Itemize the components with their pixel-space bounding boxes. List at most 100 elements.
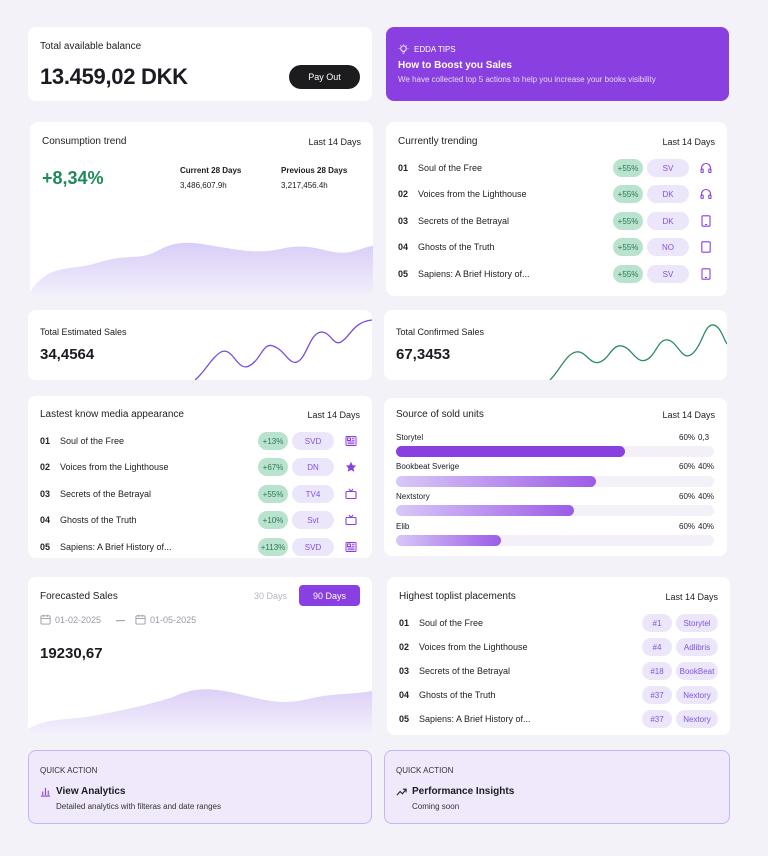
list-item[interactable]: 02 Voices from the Lighthouse #4 Adlibri… (399, 636, 718, 658)
star-icon (342, 458, 360, 476)
newspaper-icon (342, 432, 360, 450)
growth-badge: +55% (613, 238, 643, 256)
quick-action-tag: QUICK ACTION (40, 766, 98, 775)
source-pct: 60% (679, 433, 696, 442)
pay-out-button[interactable]: Pay Out (289, 65, 360, 89)
growth-badge: +55% (613, 212, 643, 230)
source-pct: 60% (679, 522, 696, 531)
source-name: Elib (396, 522, 410, 531)
item-number: 04 (40, 515, 51, 525)
media-badge: DN (292, 458, 334, 476)
list-item[interactable]: 01 Soul of the Free #1 Storytel (399, 612, 718, 634)
language-badge: DK (647, 185, 689, 203)
item-title: Ghosts of the Truth (419, 690, 496, 700)
confirmed-sales-value: 67,3453 (396, 346, 451, 363)
rank-badge: #4 (642, 638, 672, 656)
tab-30-days[interactable]: 30 Days (254, 591, 288, 601)
list-item[interactable]: 02 Voices from the Lighthouse +55% DK (398, 183, 715, 205)
store-badge: Nextory (676, 686, 718, 704)
rank-badge: #1 (642, 614, 672, 632)
balance-card: Total available balance 13.459,02 DKK Pa… (28, 27, 372, 101)
source-value: 40% (698, 462, 715, 471)
quick-action-title: Performance Insights (412, 786, 515, 797)
item-number: 01 (399, 618, 410, 628)
tab-90-days[interactable]: 90 Days (299, 585, 360, 606)
list-item[interactable]: 03 Secrets of the Betrayal +55% DK (398, 210, 715, 232)
forecast-value: 19230,67 (40, 645, 103, 662)
sources-period[interactable]: Last 14 Days (662, 410, 715, 420)
forecast-card: Forecasted Sales 30 Days 90 Days 01-02-2… (28, 577, 372, 735)
previous-value: 3,217,456.4h (281, 181, 328, 190)
item-number: 02 (40, 462, 51, 472)
source-name: Nextstory (396, 492, 430, 501)
growth-badge: +55% (613, 159, 643, 177)
source-bar-fill (396, 446, 625, 457)
item-number: 03 (398, 216, 409, 226)
item-number: 05 (398, 269, 409, 279)
item-number: 05 (399, 714, 410, 724)
store-badge: Adlibris (676, 638, 718, 656)
media-badge: Svt (292, 511, 334, 529)
list-item[interactable]: 01 Soul of the Free +13% SVD (40, 430, 360, 452)
tips-card[interactable]: EDDA TIPS How to Boost you Sales We have… (386, 27, 729, 101)
tablet-icon (697, 265, 715, 283)
confirmed-sales-card: Total Confirmed Sales 67,3453 (384, 310, 727, 380)
store-badge: Nextory (676, 710, 718, 728)
quick-action-text: Coming soon (412, 802, 460, 811)
list-item[interactable]: 04 Ghosts of the Truth +10% Svt (40, 509, 360, 531)
date-from[interactable]: 01-02-2025 (55, 614, 102, 625)
trending-up-icon (396, 786, 407, 797)
sources-title: Source of sold units (396, 409, 484, 420)
book-icon (697, 238, 715, 256)
source-bar (396, 476, 714, 487)
media-period[interactable]: Last 14 Days (307, 410, 360, 420)
source-name: Bookbeat Sverige (396, 462, 460, 471)
growth-badge: +67% (258, 458, 288, 476)
growth-badge: +55% (613, 265, 643, 283)
list-item[interactable]: 05 Sapiens: A Brief History of... +55% S… (398, 263, 715, 285)
consumption-period[interactable]: Last 14 Days (308, 137, 361, 147)
estimated-sales-value: 34,4564 (40, 346, 95, 363)
estimated-sales-sparkline (194, 319, 372, 380)
source-bar-fill (396, 476, 597, 487)
date-range[interactable]: 01-02-2025 — 01-05-2025 (40, 614, 196, 625)
item-number: 02 (398, 189, 409, 199)
list-item[interactable]: 05 Sapiens: A Brief History of... #37 Ne… (399, 708, 718, 730)
list-item[interactable]: 04 Ghosts of the Truth #37 Nextory (399, 684, 718, 706)
item-title: Sapiens: A Brief History of... (418, 269, 530, 279)
list-item[interactable]: 01 Soul of the Free +55% SV (398, 157, 715, 179)
item-title: Soul of the Free (418, 163, 483, 173)
date-to[interactable]: 01-05-2025 (150, 614, 197, 625)
source-bar-fill (396, 535, 501, 546)
source-bar (396, 505, 714, 516)
item-title: Ghosts of the Truth (418, 242, 495, 252)
forecast-area-chart (28, 689, 372, 735)
item-number: 03 (399, 666, 410, 676)
item-number: 01 (40, 436, 51, 446)
item-title: Secrets of the Betrayal (418, 216, 510, 226)
lightbulb-icon (398, 44, 409, 55)
source-pct: 60% (679, 462, 696, 471)
growth-badge: +10% (258, 511, 288, 529)
item-number: 04 (398, 242, 409, 252)
item-title: Sapiens: A Brief History of... (60, 542, 172, 552)
list-item[interactable]: 05 Sapiens: A Brief History of... +113% … (40, 536, 360, 558)
item-title: Secrets of the Betrayal (419, 666, 511, 676)
source-pct: 60% (679, 492, 696, 501)
item-number: 05 (40, 542, 51, 552)
list-item[interactable]: 03 Secrets of the Betrayal #18 BookBeat (399, 660, 718, 682)
list-item[interactable]: 04 Ghosts of the Truth +55% NO (398, 236, 715, 258)
toplist-period[interactable]: Last 14 Days (665, 592, 718, 602)
toplist-title: Highest toplist placements (399, 591, 516, 602)
tips-title: How to Boost you Sales (398, 60, 512, 71)
quick-action-view-analytics[interactable]: QUICK ACTION View Analytics Detailed ana… (28, 750, 372, 824)
growth-badge: +55% (613, 185, 643, 203)
consumption-change: +8,34% (42, 168, 104, 188)
estimated-sales-label: Total Estimated Sales (40, 327, 127, 337)
list-item[interactable]: 02 Voices from the Lighthouse +67% DN (40, 456, 360, 478)
quick-action-performance-insights[interactable]: QUICK ACTION Performance Insights Coming… (384, 750, 730, 824)
trending-period[interactable]: Last 14 Days (662, 137, 715, 147)
toplist-card: Highest toplist placements Last 14 Days … (387, 577, 730, 735)
list-item[interactable]: 03 Secrets of the Betrayal +55% TV4 (40, 483, 360, 505)
consumption-area-chart (30, 242, 373, 296)
